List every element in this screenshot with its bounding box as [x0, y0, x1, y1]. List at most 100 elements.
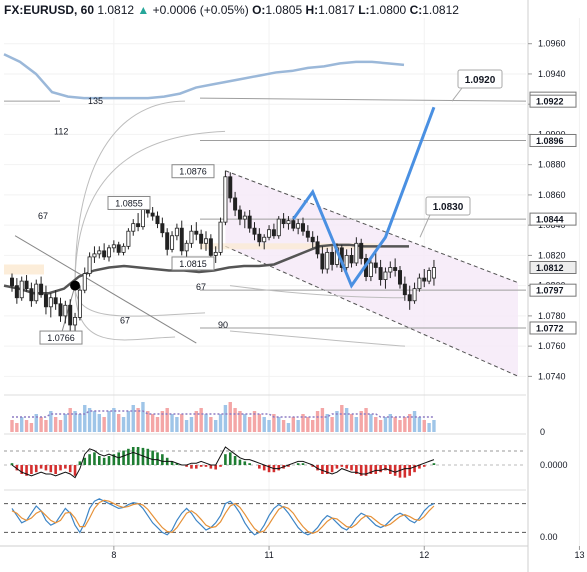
candle-body [271, 229, 276, 237]
volume-bar [92, 411, 97, 432]
volume-bar [49, 411, 53, 432]
angle-label: 67 [196, 282, 206, 292]
candle-body [228, 176, 233, 199]
volume-bar [15, 423, 19, 432]
volume-bar [228, 402, 232, 432]
candle-body [354, 242, 359, 264]
candle-body [150, 212, 155, 217]
candle-body [368, 262, 373, 277]
price-axis-tag [529, 94, 577, 108]
candle-body [407, 294, 412, 302]
candle-body [19, 280, 24, 299]
candle-body [116, 244, 121, 253]
candle-body [165, 232, 170, 250]
candle-body [286, 220, 291, 225]
volume-bar [374, 417, 378, 432]
stoch-value-label: 0.00 [540, 532, 558, 542]
drawing-tools [4, 97, 527, 347]
candle-body [242, 215, 247, 220]
volume-bar [417, 417, 422, 432]
volume-bar [320, 408, 325, 432]
candle-body [68, 304, 73, 326]
price-axis-tag-text: 1.0772 [536, 323, 564, 333]
gann-arc [74, 130, 226, 286]
price-axis-labels: 1.09241.09221.08961.08441.08121.07971.07… [529, 91, 577, 335]
candle-body [82, 273, 87, 291]
volume-bar [53, 417, 58, 432]
candle-body [126, 230, 131, 247]
volume-bar [257, 414, 262, 432]
candle-body [315, 241, 320, 255]
candle-body [111, 244, 116, 249]
candle-body [412, 288, 417, 302]
candle-body [257, 233, 262, 243]
change-arrow-icon: ▲ [137, 3, 150, 17]
candle-body [53, 297, 58, 305]
volume-bar [126, 411, 131, 432]
candle-body [170, 235, 175, 250]
candle-body [427, 270, 432, 282]
candle-body [29, 288, 34, 302]
volume-bar [301, 414, 305, 432]
symbol-name[interactable]: FX:EURUSD, 60 [4, 3, 95, 17]
candle-body [422, 277, 427, 282]
candle-body [402, 283, 407, 296]
candle-body [247, 215, 252, 229]
volume-bar [262, 417, 266, 432]
volume-bar [267, 420, 271, 432]
candle-body [131, 223, 136, 232]
volume-bar [194, 411, 198, 432]
angle-label: 112 [54, 126, 68, 136]
candle-body [194, 230, 199, 235]
close-label: C: [409, 3, 423, 17]
volume-bar [344, 408, 349, 432]
candle-body [378, 267, 383, 280]
target-callout-box [425, 196, 471, 216]
target-callout-text: 1.0920 [465, 75, 496, 86]
volume-bar [155, 417, 160, 432]
highlight-zone [4, 264, 44, 275]
candle-body [24, 280, 29, 290]
volume-bar [97, 414, 101, 432]
volume-bar [281, 420, 286, 432]
candle-body [160, 223, 165, 234]
volume-ma-line [12, 410, 434, 418]
volume-bar [349, 414, 354, 432]
volume-bar [378, 420, 383, 432]
horizontal-level-line [199, 97, 527, 102]
candle-body [184, 242, 189, 252]
volume-bar [359, 411, 363, 432]
forecast-zigzag [292, 106, 436, 289]
candle-body [48, 297, 53, 308]
price-box [107, 195, 151, 210]
volume-bar [150, 414, 155, 432]
gann-arc [74, 285, 206, 317]
volume-bar [403, 417, 407, 432]
candle-body [310, 236, 315, 243]
volume-bar [223, 405, 228, 432]
candle-body [189, 230, 194, 244]
candle-body [102, 250, 107, 258]
volume-bar [165, 408, 169, 432]
volume-bar [408, 414, 412, 432]
volume-bar [175, 417, 179, 432]
price-axis-tag [529, 212, 577, 226]
annotations: 1.0876 1.0855 1.0815 1.0766 1.0920 1.0830 135 1… [38, 69, 503, 345]
volume-bar [412, 411, 417, 432]
candle-body [330, 251, 335, 265]
candle-body [300, 223, 305, 232]
highlight-zone-2 [200, 243, 380, 250]
volume-bar [160, 411, 165, 432]
price-axis-tag [529, 133, 577, 147]
x-tick-label: 12 [419, 550, 429, 560]
candle-body [388, 267, 393, 273]
candle-body [43, 294, 48, 308]
candle-body [218, 221, 223, 253]
volume-bar [330, 417, 334, 432]
y-tick-label: 1.0940 [538, 69, 566, 79]
volume-bar [214, 420, 218, 432]
volume-bar [311, 420, 315, 432]
volume-bar [432, 420, 436, 432]
volume-bar [209, 417, 213, 432]
